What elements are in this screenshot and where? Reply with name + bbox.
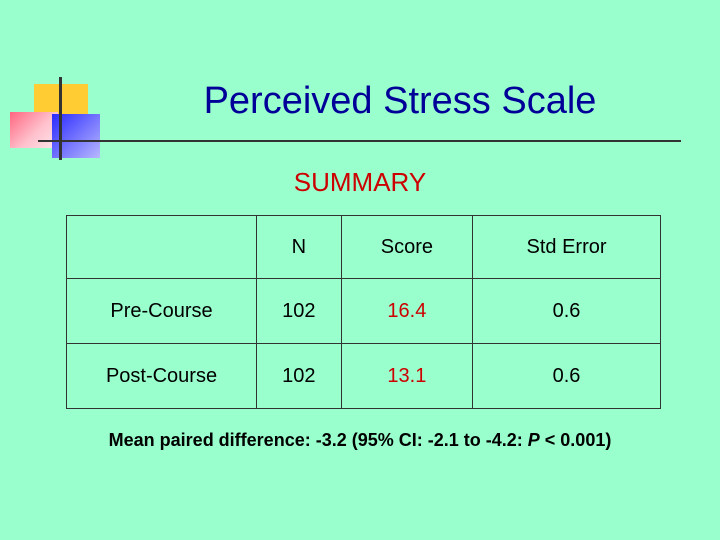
score-cell: 16.4	[340, 278, 474, 344]
row-label: Pre-Course	[65, 278, 258, 344]
n-cell: 102	[256, 278, 342, 344]
table-row: Post-Course 102 13.1 0.6	[65, 343, 661, 409]
slide-title: Perceived Stress Scale	[203, 80, 597, 122]
summary-table: N Score Std Error Pre-Course 102 16.4 0.…	[65, 215, 661, 409]
n-cell: 102	[256, 343, 342, 409]
header-score: Score	[340, 215, 474, 279]
footnote: Mean paired difference: -3.2 (95% CI: -2…	[0, 430, 720, 451]
score-cell: 13.1	[340, 343, 474, 409]
title-divider-line	[38, 140, 681, 142]
std-error-cell: 0.6	[472, 343, 661, 409]
footnote-p-label: P	[527, 430, 540, 450]
header-std-error: Std Error	[472, 215, 661, 279]
summary-subtitle: SUMMARY	[293, 167, 427, 197]
row-label: Post-Course	[65, 343, 258, 409]
header-n: N	[256, 215, 342, 279]
logo-pink-square-icon	[10, 112, 58, 148]
std-error-cell: 0.6	[472, 278, 661, 344]
table-header-row: N Score Std Error	[65, 215, 661, 279]
table-row: Pre-Course 102 16.4 0.6	[65, 278, 661, 344]
footnote-suffix: < 0.001)	[539, 430, 612, 450]
logo-vertical-line	[59, 77, 62, 160]
footnote-prefix: Mean paired difference: -3.2 (95% CI: -2…	[108, 430, 528, 450]
header-empty-cell	[65, 215, 258, 279]
